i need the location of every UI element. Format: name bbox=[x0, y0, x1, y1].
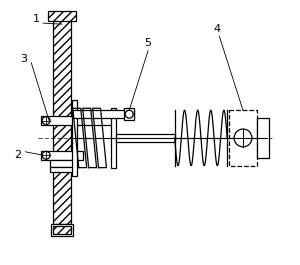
Bar bbox=[51, 224, 73, 236]
Bar bbox=[257, 118, 269, 158]
Bar bbox=[111, 108, 116, 168]
Text: 2: 2 bbox=[14, 150, 21, 160]
Bar bbox=[124, 108, 134, 120]
Text: 3: 3 bbox=[20, 54, 27, 64]
Bar bbox=[50, 167, 74, 171]
Bar bbox=[48, 11, 76, 21]
Bar bbox=[50, 160, 74, 167]
Bar bbox=[72, 110, 134, 118]
Bar bbox=[41, 116, 113, 125]
Text: 4: 4 bbox=[214, 24, 221, 34]
Bar bbox=[116, 134, 175, 142]
Bar bbox=[53, 226, 71, 234]
Text: 5: 5 bbox=[145, 38, 152, 48]
Bar bbox=[72, 100, 77, 175]
Bar bbox=[229, 110, 257, 166]
Text: 1: 1 bbox=[33, 14, 40, 24]
Bar bbox=[53, 19, 71, 224]
Bar bbox=[41, 151, 83, 160]
